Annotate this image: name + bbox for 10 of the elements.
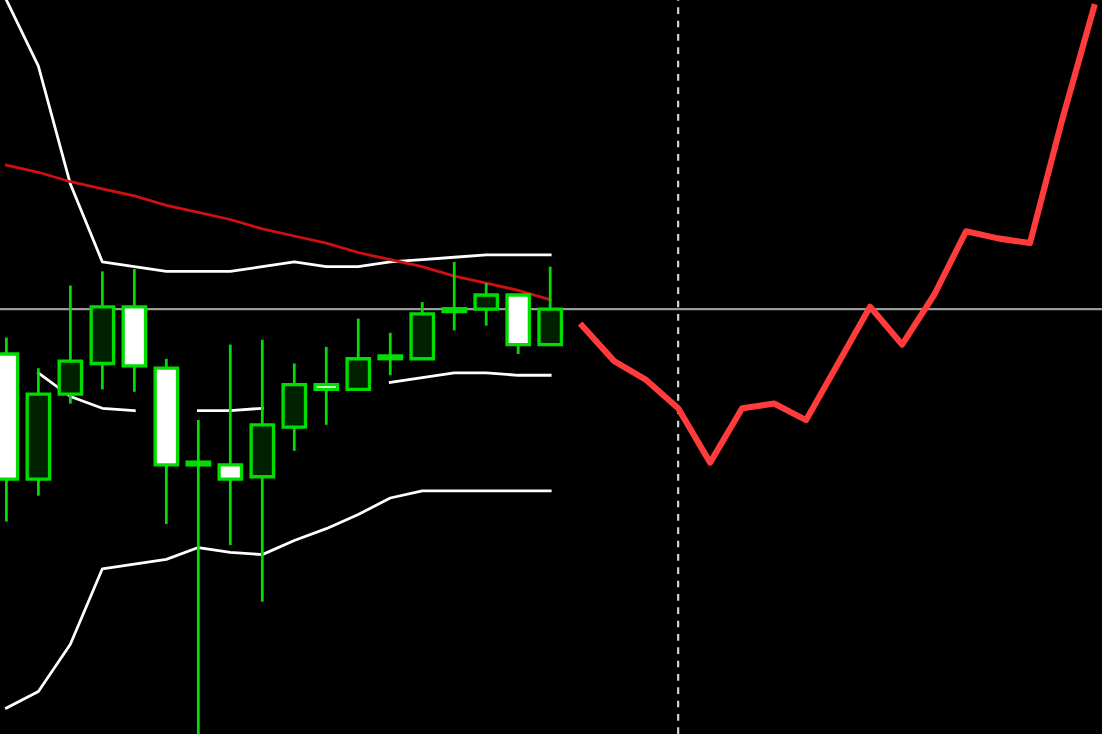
candlestick [345, 317, 372, 392]
candlestick [57, 284, 84, 405]
candlestick [377, 331, 404, 377]
candlestick [441, 260, 468, 332]
candlestick [281, 362, 308, 453]
candlestick [473, 281, 500, 328]
candlestick [409, 300, 436, 361]
candlestick [537, 265, 564, 347]
candlestick [313, 345, 340, 427]
candlestick [185, 418, 212, 734]
